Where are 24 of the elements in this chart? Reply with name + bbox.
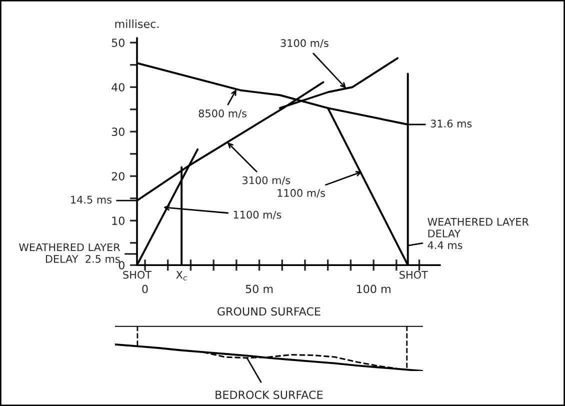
annotation: 3100 m/s	[242, 176, 290, 186]
y-tick-label: 40	[112, 83, 124, 92]
y-tick-label: 10	[112, 216, 124, 225]
annotation: 1100 m/s	[278, 189, 325, 198]
annotation: 31.6 ms	[430, 120, 472, 128]
y-axis-title: millisec.	[115, 19, 159, 28]
annotation: 1100 m/s	[234, 210, 282, 220]
annotation: SHOT	[123, 270, 152, 279]
text: BEDROCK SURFACE	[216, 390, 323, 400]
y-tick-label: 0	[118, 261, 124, 270]
annotation: WEATHERED LAYER DELAY 4.4 ms	[428, 218, 529, 250]
x-tick-label: 50 m	[246, 284, 273, 294]
text: GROUND SURFACE	[218, 307, 320, 316]
y-tick-label: 50	[112, 38, 124, 47]
annotation: 14.5 ms	[71, 196, 112, 204]
y-tick-label: 30	[112, 128, 124, 136]
annotation: 3100 m/s	[280, 39, 328, 48]
annotation: WEATHERED LAYER DELAY 2.5 ms	[19, 243, 120, 263]
x-tick-label: 0	[142, 284, 148, 294]
annotation: SHOT	[400, 270, 428, 279]
annotation: X$_{c}$	[176, 270, 187, 280]
x-tick-label: 100 m	[357, 284, 390, 294]
annotation: 8500 m/s	[198, 109, 246, 118]
y-tick-label: 20	[112, 172, 124, 180]
